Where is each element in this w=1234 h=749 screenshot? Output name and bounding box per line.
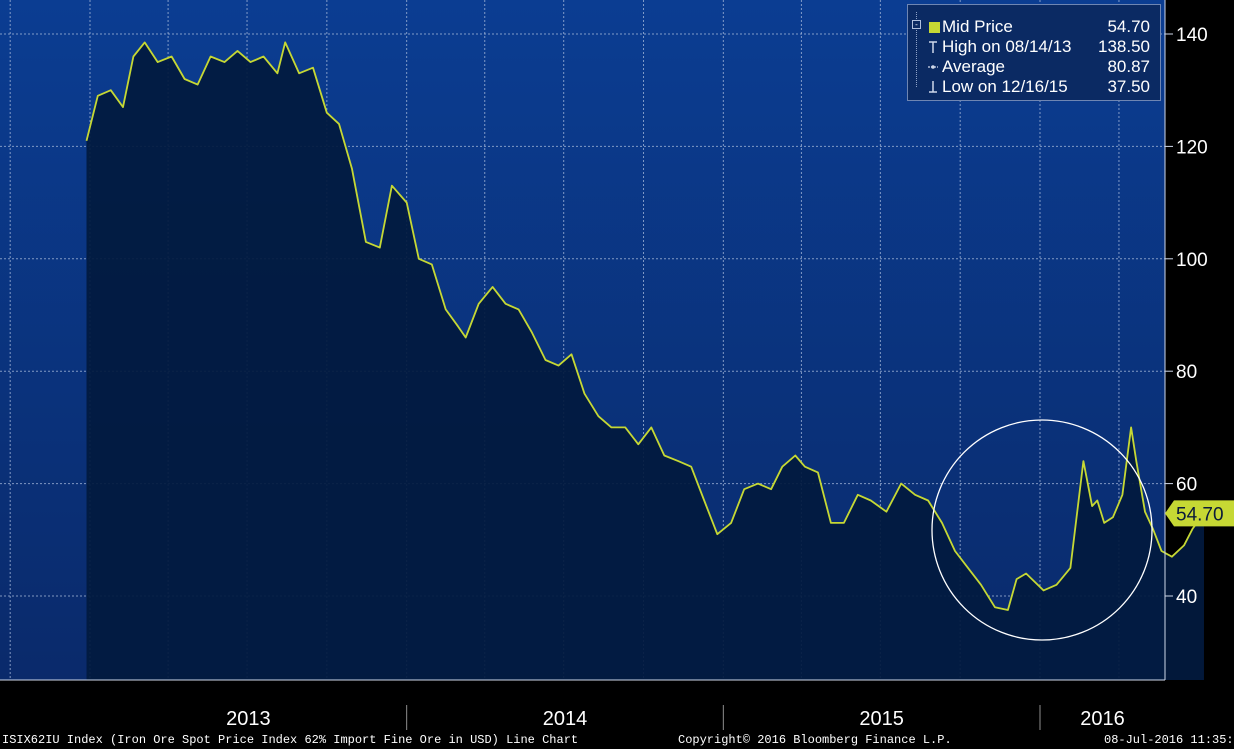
x-axis: 2013 2014 2015 2016 [0,679,1165,730]
legend-item-high[interactable]: High on 08/14/13 138.50 [908,37,1160,57]
collapse-box-icon[interactable]: - [912,20,921,29]
legend-item-average[interactable]: Average 80.87 [908,57,1160,77]
highlight-circle [931,419,1153,641]
legend: - Mid Price 54.70 High on 08/14/13 138.5… [907,4,1161,101]
series-line-layer [85,41,1205,611]
footer-copyright: Copyright© 2016 Bloomberg Finance L.P. [678,733,952,747]
series-color-swatch [929,22,940,33]
annotation-layer [931,419,1153,641]
last-value-tag [1165,500,1234,527]
area-fill [86,42,1204,680]
legend-tree-line [916,12,926,87]
y-tick-label: 100 [1176,250,1208,271]
series-area [86,42,1204,680]
x-tick-label: 2016 [1080,708,1125,730]
y-tick-label: 60 [1176,475,1197,496]
low-marker-icon [929,81,937,93]
y-axis: 40 60 80 100 120 140 [1164,0,1208,680]
footer-timestamp: 08-Jul-2016 11:35:32 [1104,733,1234,747]
y-tick-label: 80 [1176,362,1197,383]
footer-chart-description: ISIX62IU Index (Iron Ore Spot Price Inde… [2,733,579,747]
last-value-layer: 54.70 [1165,500,1234,527]
average-marker-icon [928,65,938,69]
high-marker-icon [929,41,937,53]
x-tick-label: 2013 [226,708,271,730]
series-line-mid-price [85,41,1205,611]
legend-item-mid-price[interactable]: - Mid Price 54.70 [908,17,1160,37]
y-tick-label: 40 [1176,587,1197,608]
x-tick-label: 2015 [859,708,904,730]
y-tick-label: 120 [1176,137,1208,158]
y-tick-label: 140 [1176,25,1208,46]
x-tick-label: 2014 [543,708,588,730]
last-value-label: 54.70 [1176,504,1224,525]
xaxis-panel [0,680,1234,749]
legend-item-low[interactable]: Low on 12/16/15 37.50 [908,77,1160,97]
